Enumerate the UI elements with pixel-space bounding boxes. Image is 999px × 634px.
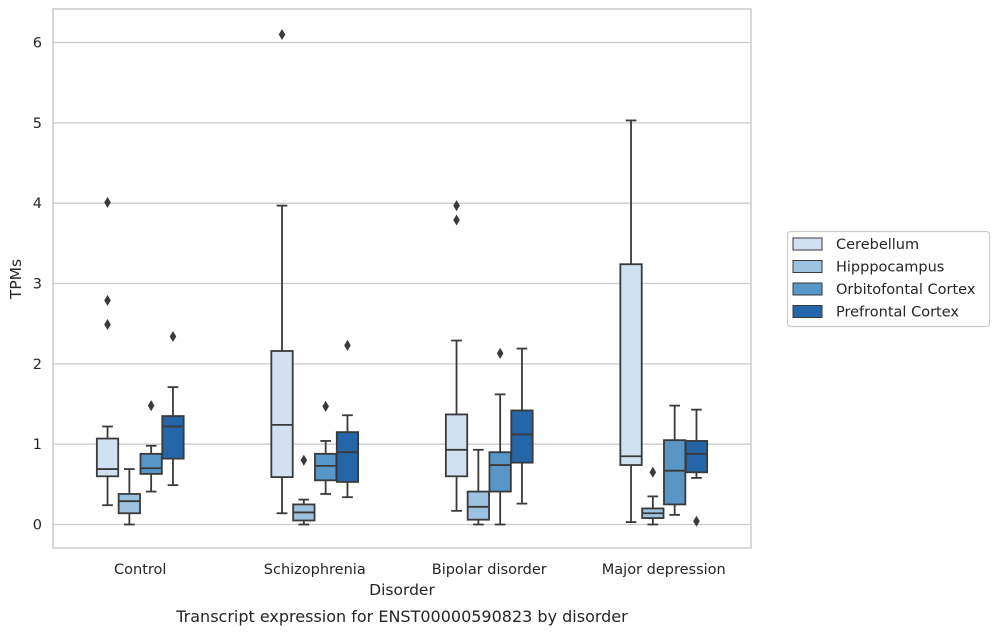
legend-swatch [792,282,823,296]
box-iqr [161,415,185,460]
legend-label: Orbitofontal Cortex [836,282,976,298]
legend-item: Prefrontal Cortex [792,305,959,321]
box-iqr [314,452,338,482]
box [270,28,294,515]
outlier-point [104,294,111,306]
legend-swatch [792,237,823,251]
outlier-point [496,347,504,359]
y-axis-ticks: 0 1 2 3 4 5 6 [33,36,42,534]
legend-swatch [792,260,823,273]
box [466,448,490,526]
box-iqr [684,440,709,474]
outlier-point [344,339,351,351]
outlier-point [322,400,329,412]
box [335,339,360,499]
y-tick-label: 2 [33,357,42,373]
y-tick-label: 1 [33,437,42,453]
outlier-point [147,400,155,412]
box [663,404,687,516]
x-tick-label: Bipolar disorder [432,562,547,578]
y-tick-label: 5 [33,116,42,132]
legend-label: Prefrontal Cortex [836,305,959,321]
x-tick-label: Major depression [602,562,726,578]
series-prefrontal-cortex [161,331,709,527]
series-hipppocampus [117,448,665,526]
box-iqr [510,409,534,464]
y-tick-label: 0 [33,518,42,534]
outlier-point [300,454,308,466]
box-iqr [466,490,490,521]
plot-area-frame [52,8,752,549]
box-iqr [444,413,469,478]
box [161,331,185,487]
box [619,119,643,523]
box [684,408,709,527]
box-iqr [335,431,360,483]
legend-label: Hipppocampus [836,260,944,276]
box [510,347,534,505]
legend-item: Hipppocampus [792,260,944,276]
gridlines [53,41,751,526]
legend-item: Cerebellum [792,237,919,253]
box-iqr [663,439,687,506]
legend-label: Cerebellum [836,237,919,253]
box [444,200,469,512]
outlier-point [104,318,111,330]
outlier-point [104,196,111,208]
box [292,454,316,526]
legend: Cerebellum Hipppocampus Orbitofontal Corte… [786,230,991,328]
box-iqr [619,263,643,466]
outlier-point [453,200,460,212]
outlier-point [169,331,177,343]
outlier-point [453,214,460,226]
outlier-point [693,515,700,527]
y-axis-title: TPMs [7,259,25,300]
x-tick-label: Schizophrenia [264,562,366,578]
box [488,347,512,526]
box [314,400,338,495]
box-iqr [95,437,120,478]
x-axis-title: Disorder [369,581,435,599]
box [95,196,120,507]
box-iqr [270,350,294,479]
y-tick-label: 4 [33,196,42,212]
box-iqr [117,493,141,515]
legend-swatch [792,305,823,318]
series-orbitofontal-cortex [139,347,687,526]
series-cerebellum [95,28,643,523]
outlier-point [278,28,286,40]
outlier-point [649,466,657,478]
box-iqr [139,452,163,475]
box-iqr [488,451,512,493]
box [139,400,163,493]
box-series [95,28,709,527]
chart-caption: Transcript expression for ENST0000059082… [175,607,628,626]
legend-frame [786,230,991,328]
y-tick-label: 6 [33,36,42,52]
y-tick-label: 3 [33,277,42,293]
legend-item: Orbitofontal Cortex [792,282,976,298]
box [641,466,665,526]
x-axis-ticks: Control Schizophrenia Bipolar disorder Majo… [114,562,726,578]
box [117,468,141,526]
x-tick-label: Control [114,562,166,578]
